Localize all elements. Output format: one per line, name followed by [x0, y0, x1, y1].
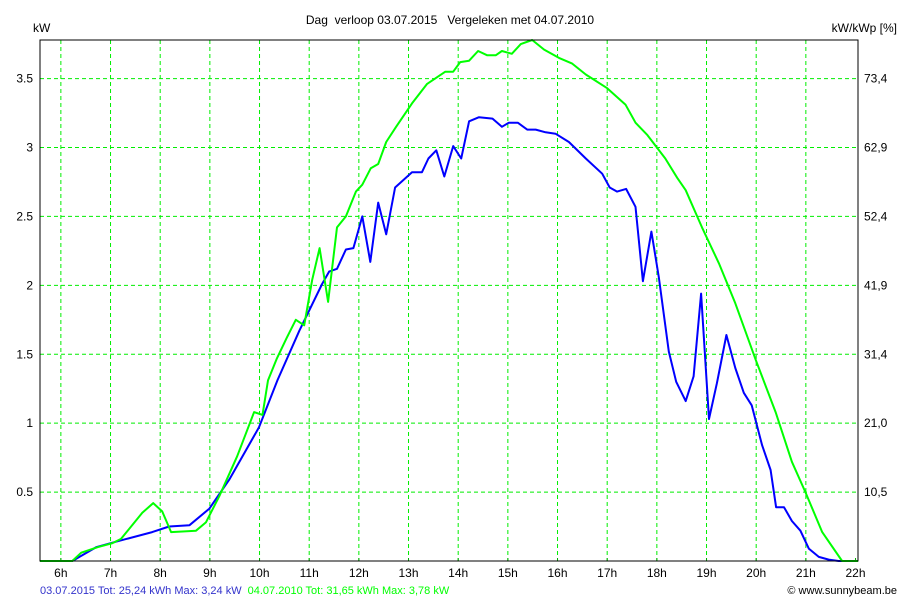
y-tick-label-left: 3: [26, 141, 33, 155]
y-tick-label-left: 0.5: [16, 485, 33, 499]
x-tick-label: 15h: [498, 566, 518, 580]
x-tick-label: 17h: [597, 566, 617, 580]
x-tick-label: 18h: [647, 566, 667, 580]
y-tick-label-right: 31,4: [864, 347, 888, 361]
y-tick-label-right: 41,9: [864, 278, 888, 292]
legend-series-1: 03.07.2015 Tot: 25,24 kWh Max: 3,24 kW: [40, 585, 242, 597]
y-axis-label-left: kW: [33, 21, 51, 35]
x-tick-label: 13h: [399, 566, 419, 580]
chart-title: Dag verloop 03.07.2015 Vergeleken met 04…: [306, 13, 595, 27]
x-tick-label: 10h: [250, 566, 270, 580]
series-line-04.07.2010: [40, 39, 858, 562]
y-tick-label-left: 2.5: [16, 209, 33, 223]
legend-series-2: 04.07.2010 Tot: 31,65 kWh Max: 3,78 kW: [248, 585, 450, 597]
x-tick-label: 20h: [746, 566, 766, 580]
x-tick-label: 6h: [54, 566, 67, 580]
plot-frame: [39, 39, 859, 562]
series-lines: [40, 39, 858, 562]
y-tick-label-right: 73,4: [864, 72, 888, 86]
x-tick-label: 11h: [300, 566, 319, 580]
y-tick-label-right: 10,5: [864, 485, 888, 499]
x-tick-label: 9h: [203, 566, 216, 580]
y-tick-label-right: 21,0: [864, 416, 888, 430]
grid: [40, 40, 858, 561]
x-tick-label: 7h: [104, 566, 117, 580]
y-tick-label-left: 1.5: [16, 347, 33, 361]
series-line-03.07.2015: [40, 116, 858, 562]
x-tick-label: 19h: [697, 566, 717, 580]
y-tick-label-right: 52,4: [864, 209, 888, 223]
y-tick-label-left: 3.5: [16, 72, 33, 86]
x-tick-label: 8h: [154, 566, 167, 580]
x-tick-label: 21h: [796, 566, 816, 580]
x-tick-label: 14h: [448, 566, 468, 580]
copyright: © www.sunnybeam.be: [787, 585, 897, 597]
x-tick-label: 12h: [349, 566, 369, 580]
x-tick-label: 22h: [846, 566, 866, 580]
y-tick-label-left: 1: [26, 416, 33, 430]
x-tick-label: 16h: [548, 566, 568, 580]
tick-labels: 6h 7h 8h 9h 10h 11h 12h 13h 14h 15h 16h 17h 18h 19h 20…: [16, 72, 887, 580]
y-tick-label-left: 2: [26, 278, 33, 292]
y-axis-label-right: kW/kWp [%]: [832, 21, 897, 35]
y-tick-label-right: 62,9: [864, 141, 888, 155]
legend-footer: 03.07.2015 Tot: 25,24 kWh Max: 3,24 kW 0…: [40, 585, 450, 597]
